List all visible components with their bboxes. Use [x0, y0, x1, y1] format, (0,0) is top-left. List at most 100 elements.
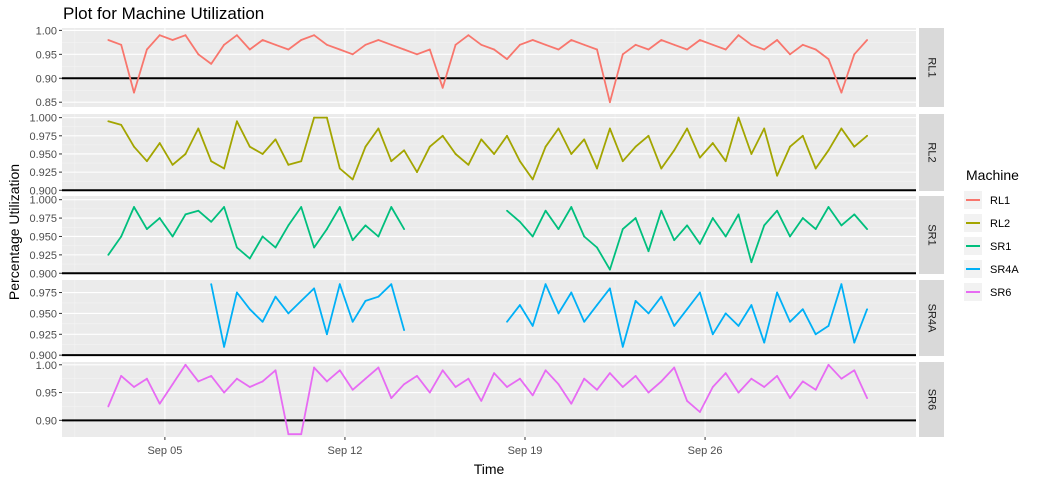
- data-point: [390, 206, 393, 208]
- y-tick-label: 0.950: [29, 308, 57, 320]
- data-point: [403, 383, 406, 386]
- data-point: [480, 138, 483, 141]
- y-tick-label: 0.90: [36, 73, 57, 85]
- data-point: [506, 209, 508, 212]
- y-tick-label: 1.00: [36, 360, 57, 372]
- data-point: [158, 402, 161, 405]
- data-point: [403, 48, 406, 51]
- data-point: [853, 145, 856, 148]
- data-point: [660, 39, 663, 41]
- data-point: [853, 213, 856, 216]
- data-point: [518, 220, 521, 223]
- data-point: [145, 48, 148, 51]
- data-point: [428, 48, 431, 51]
- data-point: [737, 116, 740, 119]
- data-point: [660, 209, 663, 212]
- data-point: [866, 134, 869, 137]
- data-point: [596, 167, 598, 170]
- data-point: [557, 127, 560, 130]
- data-point: [686, 127, 688, 130]
- data-point: [184, 34, 187, 37]
- data-point: [210, 160, 213, 163]
- data-point: [145, 160, 148, 163]
- data-point: [197, 127, 200, 130]
- data-point: [544, 369, 547, 372]
- data-point: [840, 224, 843, 227]
- data-point: [776, 374, 778, 377]
- y-tick-label: 0.900: [29, 268, 57, 280]
- data-point: [776, 291, 778, 294]
- y-tick-label: 0.900: [29, 185, 57, 197]
- data-point: [789, 53, 791, 56]
- data-point: [583, 320, 586, 323]
- data-point: [596, 304, 598, 306]
- legend-label: RL1: [990, 195, 1010, 207]
- data-point: [699, 411, 701, 413]
- data-point: [428, 145, 431, 148]
- data-point: [313, 34, 315, 37]
- data-point: [326, 116, 328, 119]
- x-tick-label: Sep 19: [508, 445, 543, 457]
- data-point: [351, 53, 354, 56]
- data-point: [428, 391, 431, 394]
- data-point: [390, 283, 393, 286]
- x-tick-label: Sep 12: [328, 445, 363, 457]
- data-point: [866, 308, 869, 311]
- data-point: [377, 235, 380, 238]
- data-point: [557, 228, 560, 231]
- data-point: [133, 386, 135, 388]
- data-point: [287, 48, 290, 51]
- data-point: [853, 53, 856, 56]
- facet-strip: [919, 196, 944, 274]
- data-point: [827, 206, 830, 208]
- data-point: [441, 86, 444, 89]
- data-point: [274, 369, 277, 372]
- data-point: [197, 380, 200, 383]
- data-point: [364, 377, 367, 380]
- data-point: [364, 43, 367, 46]
- data-point: [840, 377, 843, 380]
- data-point: [801, 43, 804, 46]
- data-point: [364, 145, 367, 148]
- data-point: [621, 386, 624, 388]
- data-point: [647, 48, 650, 51]
- y-tick-label: 0.950: [29, 149, 57, 161]
- data-point: [287, 312, 290, 315]
- data-point: [210, 374, 213, 377]
- data-point: [621, 345, 624, 348]
- data-point: [673, 149, 676, 152]
- data-point: [763, 127, 766, 130]
- data-point: [261, 320, 264, 323]
- data-point: [454, 153, 457, 155]
- data-point: [711, 43, 714, 46]
- data-point: [210, 63, 213, 65]
- data-point: [403, 149, 406, 152]
- data-point: [866, 397, 869, 400]
- data-point: [377, 366, 380, 369]
- data-point: [699, 39, 701, 41]
- data-point: [711, 217, 714, 219]
- data-point: [801, 308, 804, 311]
- y-tick-label: 0.95: [36, 388, 57, 400]
- data-point: [506, 134, 508, 137]
- data-point: [248, 145, 251, 148]
- data-point: [686, 308, 688, 311]
- data-point: [223, 206, 225, 208]
- data-point: [814, 333, 817, 336]
- data-point: [634, 217, 637, 219]
- data-point: [390, 397, 393, 400]
- data-point: [326, 333, 328, 336]
- data-point: [158, 142, 161, 144]
- data-point: [313, 246, 315, 249]
- data-point: [377, 39, 380, 41]
- data-point: [184, 213, 187, 216]
- data-point: [608, 101, 611, 104]
- data-point: [660, 380, 663, 383]
- data-point: [801, 217, 804, 219]
- data-point: [724, 160, 727, 163]
- data-point: [158, 217, 161, 219]
- data-point: [750, 153, 753, 155]
- y-tick-label: 0.950: [29, 231, 57, 243]
- data-point: [454, 43, 457, 46]
- data-point: [763, 224, 766, 227]
